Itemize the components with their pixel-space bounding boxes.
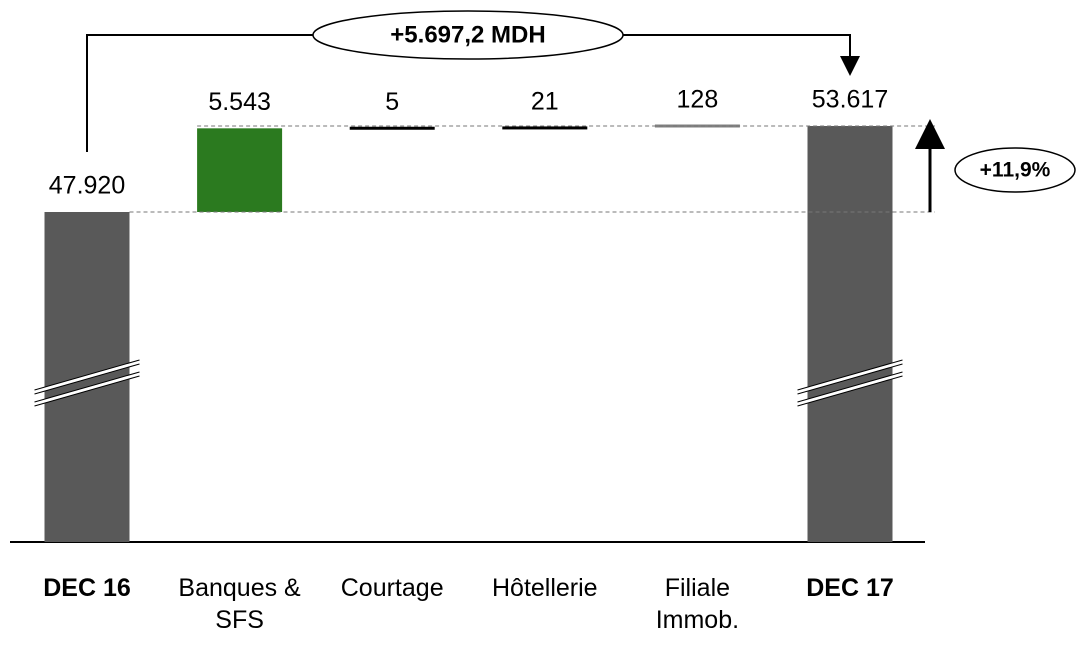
category-label: Banques & SFS — [178, 574, 301, 634]
axis-break-edge — [797, 371, 903, 403]
axis-break-edge — [797, 363, 903, 395]
value-label: 5 — [385, 88, 399, 116]
axis-break — [796, 360, 904, 394]
axis-break — [33, 360, 141, 394]
category-label: DEC 16 — [43, 574, 131, 602]
category-label: Courtage — [340, 574, 444, 602]
bar — [502, 126, 588, 130]
value-label: 5.543 — [208, 88, 271, 116]
growth-oval — [954, 147, 1076, 193]
value-label: 128 — [677, 86, 719, 114]
axis-break — [33, 372, 141, 406]
bar — [807, 126, 893, 542]
value-label: 53.617 — [812, 86, 888, 114]
axis-break-edge — [34, 359, 140, 391]
category-label: Hôtellerie — [491, 574, 598, 602]
bridge-oval — [312, 10, 624, 60]
value-label: 21 — [531, 88, 559, 116]
value-label: 47.920 — [49, 172, 125, 200]
axis-break-edge — [34, 363, 140, 395]
axis-break-edge — [797, 375, 903, 407]
category-label: DEC 17 — [806, 574, 894, 602]
axis-break-edge — [797, 359, 903, 391]
axis-break — [796, 372, 904, 406]
axis-break-edge — [34, 371, 140, 403]
bar — [197, 128, 283, 212]
bar — [349, 126, 435, 130]
growth-label: +11,9% — [980, 159, 1051, 182]
axis-break-edge — [34, 375, 140, 407]
category-label: Filiale Immob. — [655, 574, 740, 634]
bridge-label: +5.697,2 MDH — [390, 21, 545, 48]
